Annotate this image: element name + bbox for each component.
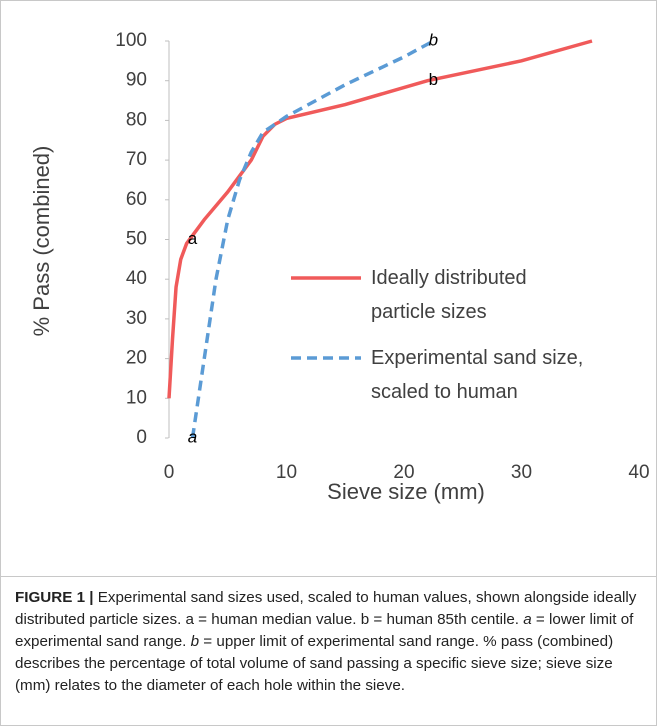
legend-label: Experimental sand size, scaled to human — [371, 347, 584, 403]
x-tick-label: 0 — [164, 462, 175, 483]
annotation: b — [429, 30, 438, 49]
separator — [1, 576, 656, 577]
y-tick-label: 100 — [115, 30, 147, 51]
caption-text: = upper limit of experimental sand range… — [15, 633, 618, 694]
x-tick-label: 30 — [511, 462, 532, 483]
y-tick-label: 60 — [126, 189, 147, 210]
caption-text: Experimental sand sizes used, scaled to … — [15, 589, 641, 628]
y-tick-label: 0 — [136, 427, 147, 448]
legend-label: Ideally distributed particle sizes — [371, 267, 527, 323]
annotation: a — [188, 229, 198, 248]
caption-text: a — [523, 611, 532, 628]
x-tick-label: 20 — [393, 462, 414, 483]
y-tick-label: 50 — [126, 229, 147, 250]
y-axis-title: % Pass (combined) — [29, 146, 54, 337]
caption-text: b — [190, 633, 200, 650]
caption-text: = lower limit of experimental sand range… — [15, 611, 638, 650]
annotation: a — [188, 427, 197, 446]
line — [167, 39, 593, 399]
y-tick-label: 70 — [126, 149, 147, 170]
x-axis-title: Sieve size (mm) — [327, 479, 485, 504]
x-tick-label: 40 — [628, 462, 649, 483]
x-tick-label: 10 — [276, 462, 297, 483]
y-tick-label: 80 — [126, 109, 147, 130]
line — [190, 39, 435, 439]
y-tick-label: 30 — [126, 308, 147, 329]
y-tick-label: 10 — [126, 387, 147, 408]
y-tick-label: 90 — [126, 70, 147, 91]
chart: Sieve size (mm) % Pass (combined) 0 10 20 3… — [29, 30, 650, 504]
caption-text: FIGURE 1 | — [15, 589, 94, 606]
annotation: b — [429, 70, 438, 89]
y-tick-label: 40 — [126, 268, 147, 289]
caption: FIGURE 1 | Experimental sand sizes used,… — [15, 587, 645, 697]
y-tick-label: 20 — [126, 348, 147, 369]
